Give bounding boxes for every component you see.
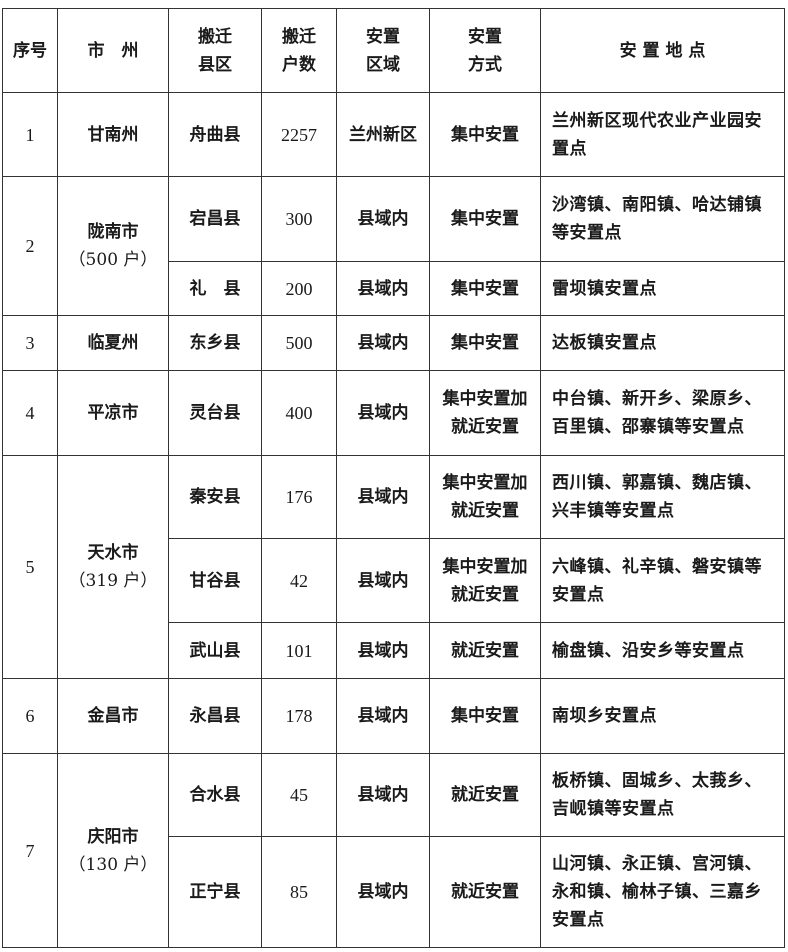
method-cell: 集中安置 (429, 261, 541, 316)
area-cell: 县域内 (336, 261, 430, 316)
place-cell: 榆盘镇、沿安乡等安置点 (540, 622, 785, 679)
table-row: 1 甘南州 舟曲县 2257 兰州新区 集中安置 兰州新区现代农业产业园安置点 (2, 92, 785, 177)
area-cell: 县域内 (336, 538, 430, 623)
city-name: 甘南州 (87, 124, 139, 145)
table-row: 2 陇南市 （500 户） 宕昌县 300 县域内 集中安置 沙湾镇、南阳镇、哈达铺镇等安置点 (2, 176, 785, 316)
area-cell: 县域内 (336, 836, 430, 948)
table-row: 武山县 101 县域内 就近安置 榆盘镇、沿安乡等安置点 (3, 622, 785, 679)
city-cell: 临夏州 (57, 315, 169, 371)
households-cell: 45 (261, 753, 337, 837)
table-row: 甘谷县 42 县域内 集中安置加就近安置 六峰镇、礼辛镇、磐安镇等安置点 (3, 538, 785, 623)
county-cell: 东乡县 (168, 315, 262, 371)
table-row: 礼 县 200 县域内 集中安置 雷坝镇安置点 (3, 261, 785, 316)
method-cell: 集中安置加就近安置 (429, 455, 541, 539)
header-method: 安置 方式 (429, 8, 541, 93)
city-cell: 金昌市 (57, 678, 169, 754)
place-cell: 南坝乡安置点 (540, 678, 785, 754)
table-row: 4 平凉市 灵台县 400 县域内 集中安置加就近安置 中台镇、新开乡、梁原乡、百里镇、邵寨… (2, 370, 785, 456)
county-cell: 永昌县 (168, 678, 262, 754)
county-cell: 武山县 (168, 622, 262, 679)
county-cell: 甘谷县 (168, 538, 262, 623)
table-row: 正宁县 85 县域内 就近安置 山河镇、永正镇、宫河镇、永和镇、榆林子镇、三嘉乡安置点 (3, 836, 785, 948)
row-number: 2 (2, 176, 58, 316)
county-cell: 灵台县 (168, 370, 262, 456)
city-households: （319 户） (68, 571, 158, 591)
area-cell: 县域内 (336, 315, 430, 371)
method-cell: 集中安置加就近安置 (429, 370, 541, 456)
households-cell: 500 (261, 315, 337, 371)
households-cell: 101 (261, 622, 337, 679)
method-cell: 集中安置 (429, 92, 541, 177)
county-cell: 正宁县 (168, 836, 262, 948)
place-cell: 达板镇安置点 (540, 315, 785, 371)
city-name: 天水市 (87, 543, 139, 563)
county-cell: 舟曲县 (168, 92, 262, 177)
place-cell: 山河镇、永正镇、宫河镇、永和镇、榆林子镇、三嘉乡安置点 (540, 836, 785, 948)
city-cell: 陇南市 （500 户） (57, 176, 169, 316)
place-cell: 雷坝镇安置点 (540, 261, 785, 316)
county-cell: 宕昌县 (168, 176, 262, 262)
place-cell: 中台镇、新开乡、梁原乡、百里镇、邵寨镇等安置点 (540, 370, 785, 456)
county-cell: 礼 县 (168, 261, 262, 316)
row-number: 3 (2, 315, 58, 371)
households-cell: 85 (261, 836, 337, 948)
row-number: 6 (2, 678, 58, 754)
area-cell: 县域内 (336, 753, 430, 837)
row-number: 5 (2, 455, 58, 679)
city-cell: 庆阳市 （130 户） (57, 753, 169, 948)
city-name: 临夏州 (87, 333, 139, 353)
row-number: 7 (2, 753, 58, 948)
table-row: 5 天水市 （319 户） 秦安县 176 县域内 集中安置加就近安置 西川镇、郭嘉镇、魏店镇… (2, 455, 785, 679)
header-households: 搬迁 户数 (261, 8, 337, 93)
header-no: 序号 (2, 8, 58, 93)
header-row: 序号市 州搬迁 县区 搬迁 户数 安置 区域 安置 方式安 置 地 点 (2, 8, 785, 93)
header-place: 安 置 地 点 (540, 8, 785, 93)
households-cell: 200 (261, 261, 337, 316)
table-row: 6 金昌市 永昌县 178 县域内 集中安置 南坝乡安置点 (2, 678, 785, 754)
place-cell: 板桥镇、固城乡、太莪乡、吉岘镇等安置点 (540, 753, 785, 837)
city-name: 金昌市 (87, 706, 139, 726)
method-cell: 就近安置 (429, 622, 541, 679)
county-cell: 秦安县 (168, 455, 262, 539)
households-cell: 300 (261, 176, 337, 262)
households-cell: 176 (261, 455, 337, 539)
city-name: 平凉市 (87, 403, 139, 423)
city-cell: 平凉市 (57, 370, 169, 456)
area-cell: 县域内 (336, 678, 430, 754)
city-households: （130 户） (68, 854, 158, 875)
households-cell: 400 (261, 370, 337, 456)
area-cell: 县域内 (336, 370, 430, 456)
area-cell: 县域内 (336, 622, 430, 679)
header-county: 搬迁 县区 (168, 8, 262, 93)
table-row: 3 临夏州 东乡县 500 县域内 集中安置 达板镇安置点 (2, 315, 785, 371)
households-cell: 178 (261, 678, 337, 754)
households-cell: 42 (261, 538, 337, 623)
header-city: 市 州 (57, 8, 169, 93)
city-name: 陇南市 (87, 222, 139, 242)
header-area: 安置 区域 (336, 8, 430, 93)
area-cell: 县域内 (336, 176, 430, 262)
city-name: 庆阳市 (87, 826, 139, 847)
city-households: （500 户） (68, 250, 158, 270)
area-cell: 县域内 (336, 455, 430, 539)
method-cell: 集中安置加就近安置 (429, 538, 541, 623)
place-cell: 兰州新区现代农业产业园安置点 (540, 92, 785, 177)
county-cell: 合水县 (168, 753, 262, 837)
city-cell: 天水市 （319 户） (57, 455, 169, 679)
place-cell: 西川镇、郭嘉镇、魏店镇、兴丰镇等安置点 (540, 455, 785, 539)
area-cell: 兰州新区 (336, 92, 430, 177)
households-cell: 2257 (261, 92, 337, 177)
place-cell: 沙湾镇、南阳镇、哈达铺镇等安置点 (540, 176, 785, 262)
method-cell: 就近安置 (429, 836, 541, 948)
method-cell: 集中安置 (429, 176, 541, 262)
place-cell: 六峰镇、礼辛镇、磐安镇等安置点 (540, 538, 785, 623)
city-cell: 甘南州 (57, 92, 169, 177)
method-cell: 集中安置 (429, 315, 541, 371)
method-cell: 集中安置 (429, 678, 541, 754)
method-cell: 就近安置 (429, 753, 541, 837)
table-row: 7 庆阳市 （130 户） 合水县 45 县域内 就近安置 板桥镇、固城乡、太莪乡、吉岘镇等安… (2, 753, 785, 948)
relocation-table: 序号市 州搬迁 县区 搬迁 户数 安置 区域 安置 方式安 置 地 点 1 甘南州 舟曲县 2… (2, 8, 785, 948)
row-number: 1 (2, 92, 58, 177)
row-number: 4 (2, 370, 58, 456)
